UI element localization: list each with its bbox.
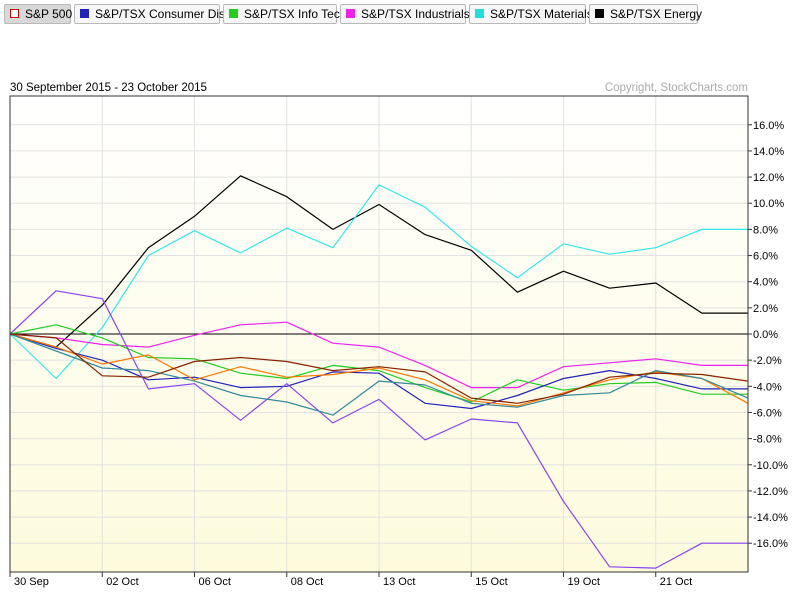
- legend-label: S&P 500: [25, 7, 73, 21]
- legend-swatch: [595, 9, 604, 18]
- legend-swatch: [80, 9, 89, 18]
- x-tick-label: 06 Oct: [199, 576, 231, 588]
- x-tick-label: 15 Oct: [475, 576, 507, 588]
- legend-label: S&P/TSX Industrials: [361, 7, 470, 21]
- x-tick-label: 30 Sep: [14, 576, 49, 588]
- y-tick-label: 6.0%: [753, 251, 778, 263]
- series-line-s-p-tsx-materials: [9, 184, 748, 380]
- legend-label: S&P/TSX Info Tech: [244, 7, 347, 21]
- y-tick-label: -4.0%: [753, 381, 782, 393]
- y-axis: 16.0% 14.0% 12.0% 10.0% 8.0% 6.0% 4.0% 2.0% 0.0%…: [748, 120, 788, 550]
- legend-item-2[interactable]: S&P/TSX Info Tech: [223, 4, 347, 24]
- y-tick-label: 2.0%: [753, 303, 778, 315]
- x-tick-label: 13 Oct: [383, 576, 415, 588]
- series-line-maroon: [9, 333, 749, 404]
- legend-label: S&P/TSX Energy: [610, 7, 703, 21]
- x-tick-label: 08 Oct: [291, 576, 323, 588]
- y-tick-label: 14.0%: [753, 146, 784, 158]
- series-group: [9, 175, 749, 569]
- series-line-s-p-tsx-industrials: [9, 321, 748, 389]
- legend-label: S&P/TSX Materials: [490, 7, 593, 21]
- series-line-consumer-dis-violet-: [9, 290, 748, 569]
- series-line-s-p-tsx-consumer-dis: [9, 333, 748, 410]
- y-tick-label: -12.0%: [753, 486, 788, 498]
- y-tick-label: -10.0%: [753, 460, 788, 472]
- legend-item-4[interactable]: S&P/TSX Materials: [469, 4, 593, 24]
- copyright: Copyright, StockCharts.com: [605, 82, 748, 94]
- legend-swatch: [229, 9, 238, 18]
- y-tick-label: -8.0%: [753, 434, 782, 446]
- legend-label: S&P/TSX Consumer Dis: [95, 7, 226, 21]
- series-line-s-p-tsx-energy: [9, 175, 748, 348]
- y-tick-label: -16.0%: [753, 538, 788, 550]
- y-tick-label: 8.0%: [753, 224, 778, 236]
- y-tick-label: 16.0%: [753, 120, 784, 132]
- y-tick-label: -2.0%: [753, 355, 782, 367]
- y-tick-label: 12.0%: [753, 172, 784, 184]
- legend-swatch: [346, 9, 355, 18]
- x-tick-label: 19 Oct: [568, 576, 600, 588]
- grid: [9, 96, 748, 572]
- legend-swatch: [475, 9, 484, 18]
- legend-item-5[interactable]: S&P/TSX Energy: [589, 4, 702, 24]
- legend-item-0[interactable]: S&P 500: [4, 4, 73, 24]
- series-line-s-p-tsx-info-tech: [9, 324, 748, 403]
- x-tick-label: 21 Oct: [660, 576, 692, 588]
- x-tick-label: 02 Oct: [106, 576, 138, 588]
- legend-item-3[interactable]: S&P/TSX Industrials: [340, 4, 470, 24]
- legend-bar: S&P 500 S&P/TSX Consumer Dis S&P/TSX Info …: [0, 0, 800, 30]
- y-tick-label: 0.0%: [753, 329, 778, 341]
- y-tick-label: -6.0%: [753, 407, 782, 419]
- y-tick-label: 4.0%: [753, 277, 778, 289]
- y-tick-label: -14.0%: [753, 512, 788, 524]
- legend-swatch: [10, 9, 19, 18]
- legend-item-1[interactable]: S&P/TSX Consumer Dis: [74, 4, 225, 24]
- date-range: 30 September 2015 - 23 October 2015: [10, 82, 207, 94]
- series-line-s-p-500: [9, 333, 749, 407]
- x-axis: 30 Sep 02 Oct 06 Oct 08 Oct 13 Oct 15 Oct 19 O…: [9, 572, 692, 588]
- y-tick-label: 10.0%: [753, 198, 784, 210]
- series-line-teal: [9, 333, 749, 416]
